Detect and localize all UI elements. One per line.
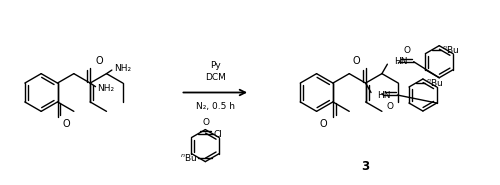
Text: N₂, 0.5 h: N₂, 0.5 h xyxy=(196,102,235,111)
Text: O: O xyxy=(387,102,394,111)
Text: NH₂: NH₂ xyxy=(114,64,131,73)
Text: 3: 3 xyxy=(362,160,370,173)
Text: O: O xyxy=(352,56,360,66)
Text: O: O xyxy=(320,119,327,129)
Text: $^n$Bu: $^n$Bu xyxy=(426,78,443,88)
Text: O: O xyxy=(63,119,70,129)
Text: O: O xyxy=(202,118,209,127)
Text: $^n$Bu: $^n$Bu xyxy=(442,44,460,55)
Text: Py: Py xyxy=(210,61,220,70)
Text: O: O xyxy=(403,46,410,55)
Text: DCM: DCM xyxy=(205,73,226,82)
Text: Cl: Cl xyxy=(214,130,222,139)
Text: $^n$Bu: $^n$Bu xyxy=(180,152,197,163)
Text: HN: HN xyxy=(378,90,391,100)
Text: O: O xyxy=(96,56,103,66)
Text: NH₂: NH₂ xyxy=(98,84,114,93)
Text: HN: HN xyxy=(394,57,407,66)
